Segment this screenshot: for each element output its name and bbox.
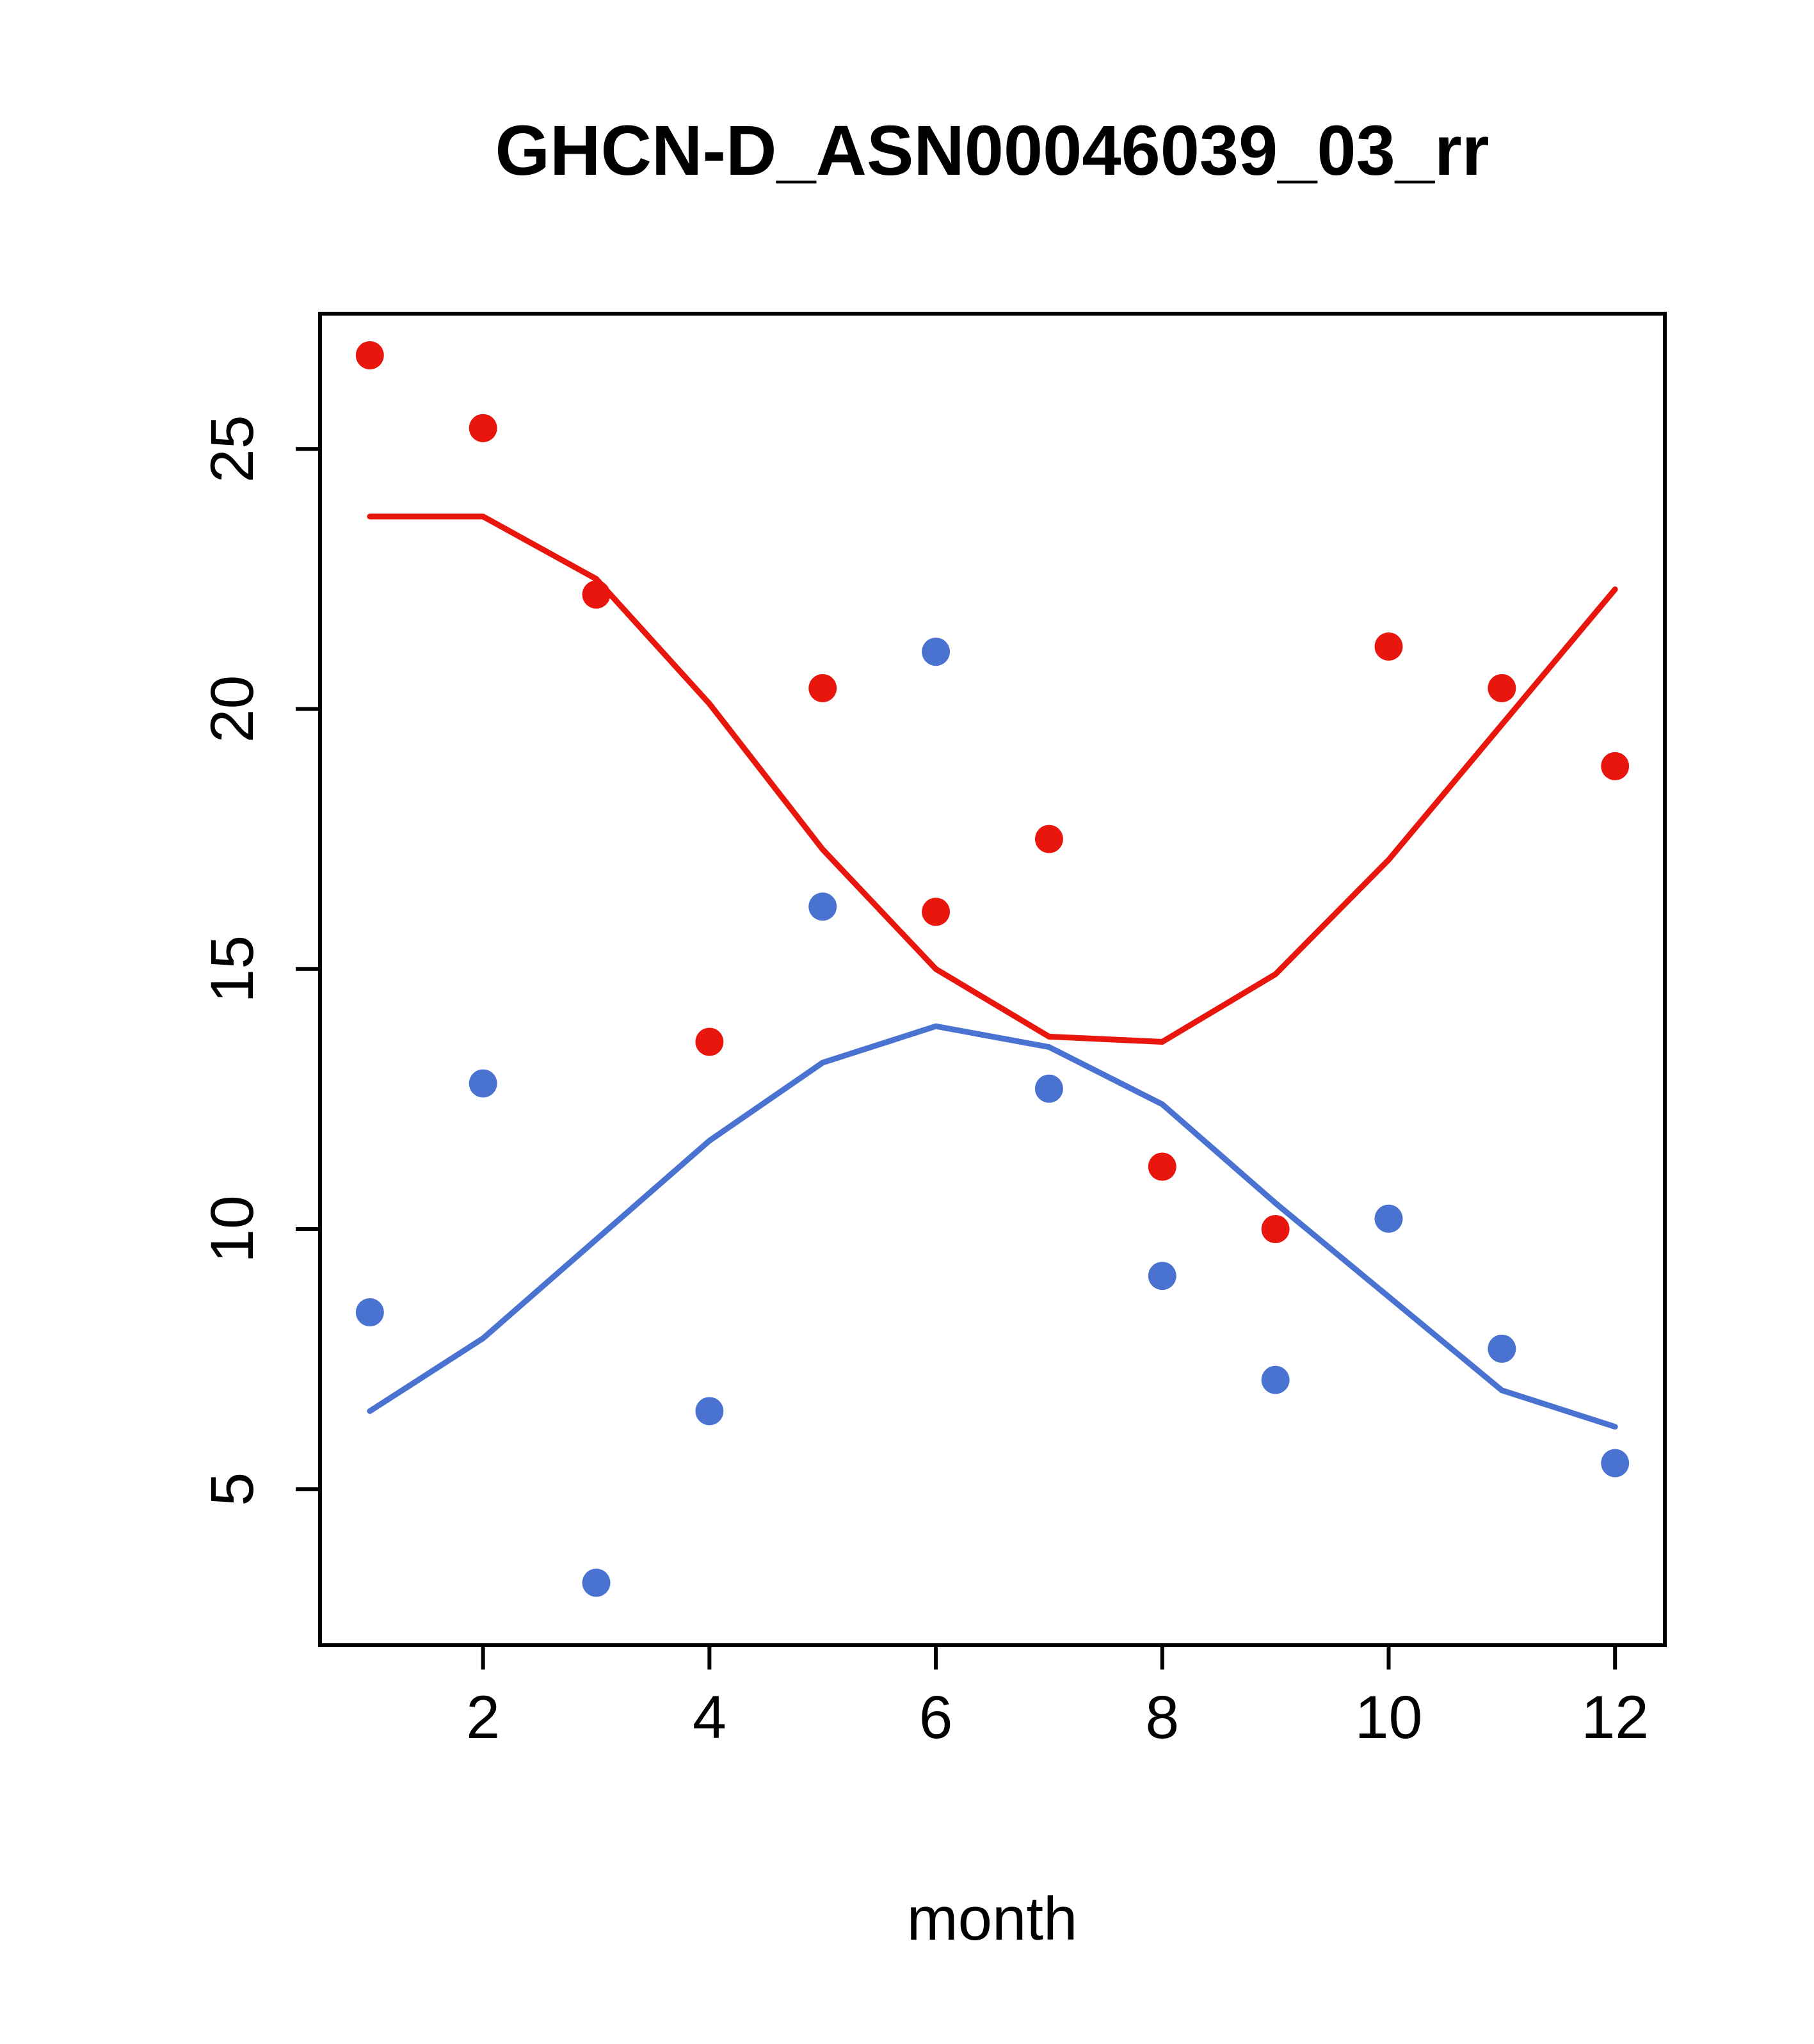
x-tick-label: 12 <box>1581 1684 1649 1751</box>
y-tick-label: 15 <box>198 935 266 1003</box>
red-points-marker <box>922 897 951 926</box>
x-tick-label: 4 <box>693 1684 726 1751</box>
blue-points-marker <box>695 1397 724 1426</box>
blue-points-marker <box>1034 1074 1063 1103</box>
red-points-marker <box>1601 752 1630 780</box>
blue-points-marker <box>1374 1204 1403 1233</box>
red-points-marker <box>1374 632 1403 661</box>
y-tick-label: 10 <box>198 1195 266 1263</box>
red-points-marker <box>469 414 497 442</box>
blue-points-marker <box>1601 1449 1630 1477</box>
red-points-marker <box>355 341 384 369</box>
blue-points-marker <box>469 1069 497 1098</box>
blue-points-marker <box>808 892 837 921</box>
red-points-marker <box>695 1027 724 1056</box>
x-tick-label: 8 <box>1145 1684 1179 1751</box>
blue-points <box>355 638 1630 1597</box>
blue-points-marker <box>1261 1365 1290 1394</box>
x-tick-label: 10 <box>1355 1684 1423 1751</box>
plot-border <box>318 312 1667 1647</box>
red-points-marker <box>808 674 837 702</box>
red-points-marker <box>1488 674 1516 702</box>
x-axis-label: month <box>907 1885 1078 1953</box>
chart-title: GHCN-D_ASN00046039_03_rr <box>495 111 1489 190</box>
blue-points-marker <box>355 1298 384 1326</box>
y-tick-label: 20 <box>198 675 266 743</box>
blue-points-marker <box>582 1568 611 1597</box>
x-tick-label: 6 <box>919 1684 953 1751</box>
y-tick-label: 25 <box>198 415 266 483</box>
blue-smooth-line <box>367 1023 1618 1430</box>
blue-points-marker <box>922 638 951 666</box>
red-points-marker <box>1261 1215 1290 1243</box>
red-smooth-line <box>367 513 1618 1045</box>
x-tick-label: 2 <box>466 1684 500 1751</box>
plot-area: 2 4 6 8 10 12 5 10 15 20 25 <box>198 312 1667 1751</box>
blue-points-marker <box>1148 1262 1176 1291</box>
red-points-marker <box>1148 1152 1176 1181</box>
y-tick-label: 5 <box>198 1472 266 1506</box>
red-points <box>355 341 1630 1243</box>
axis-ticks: 2 4 6 8 10 12 5 10 15 20 25 <box>198 415 1649 1751</box>
blue-points-marker <box>1488 1334 1516 1363</box>
red-points-marker <box>582 580 611 609</box>
red-points-marker <box>1034 825 1063 853</box>
